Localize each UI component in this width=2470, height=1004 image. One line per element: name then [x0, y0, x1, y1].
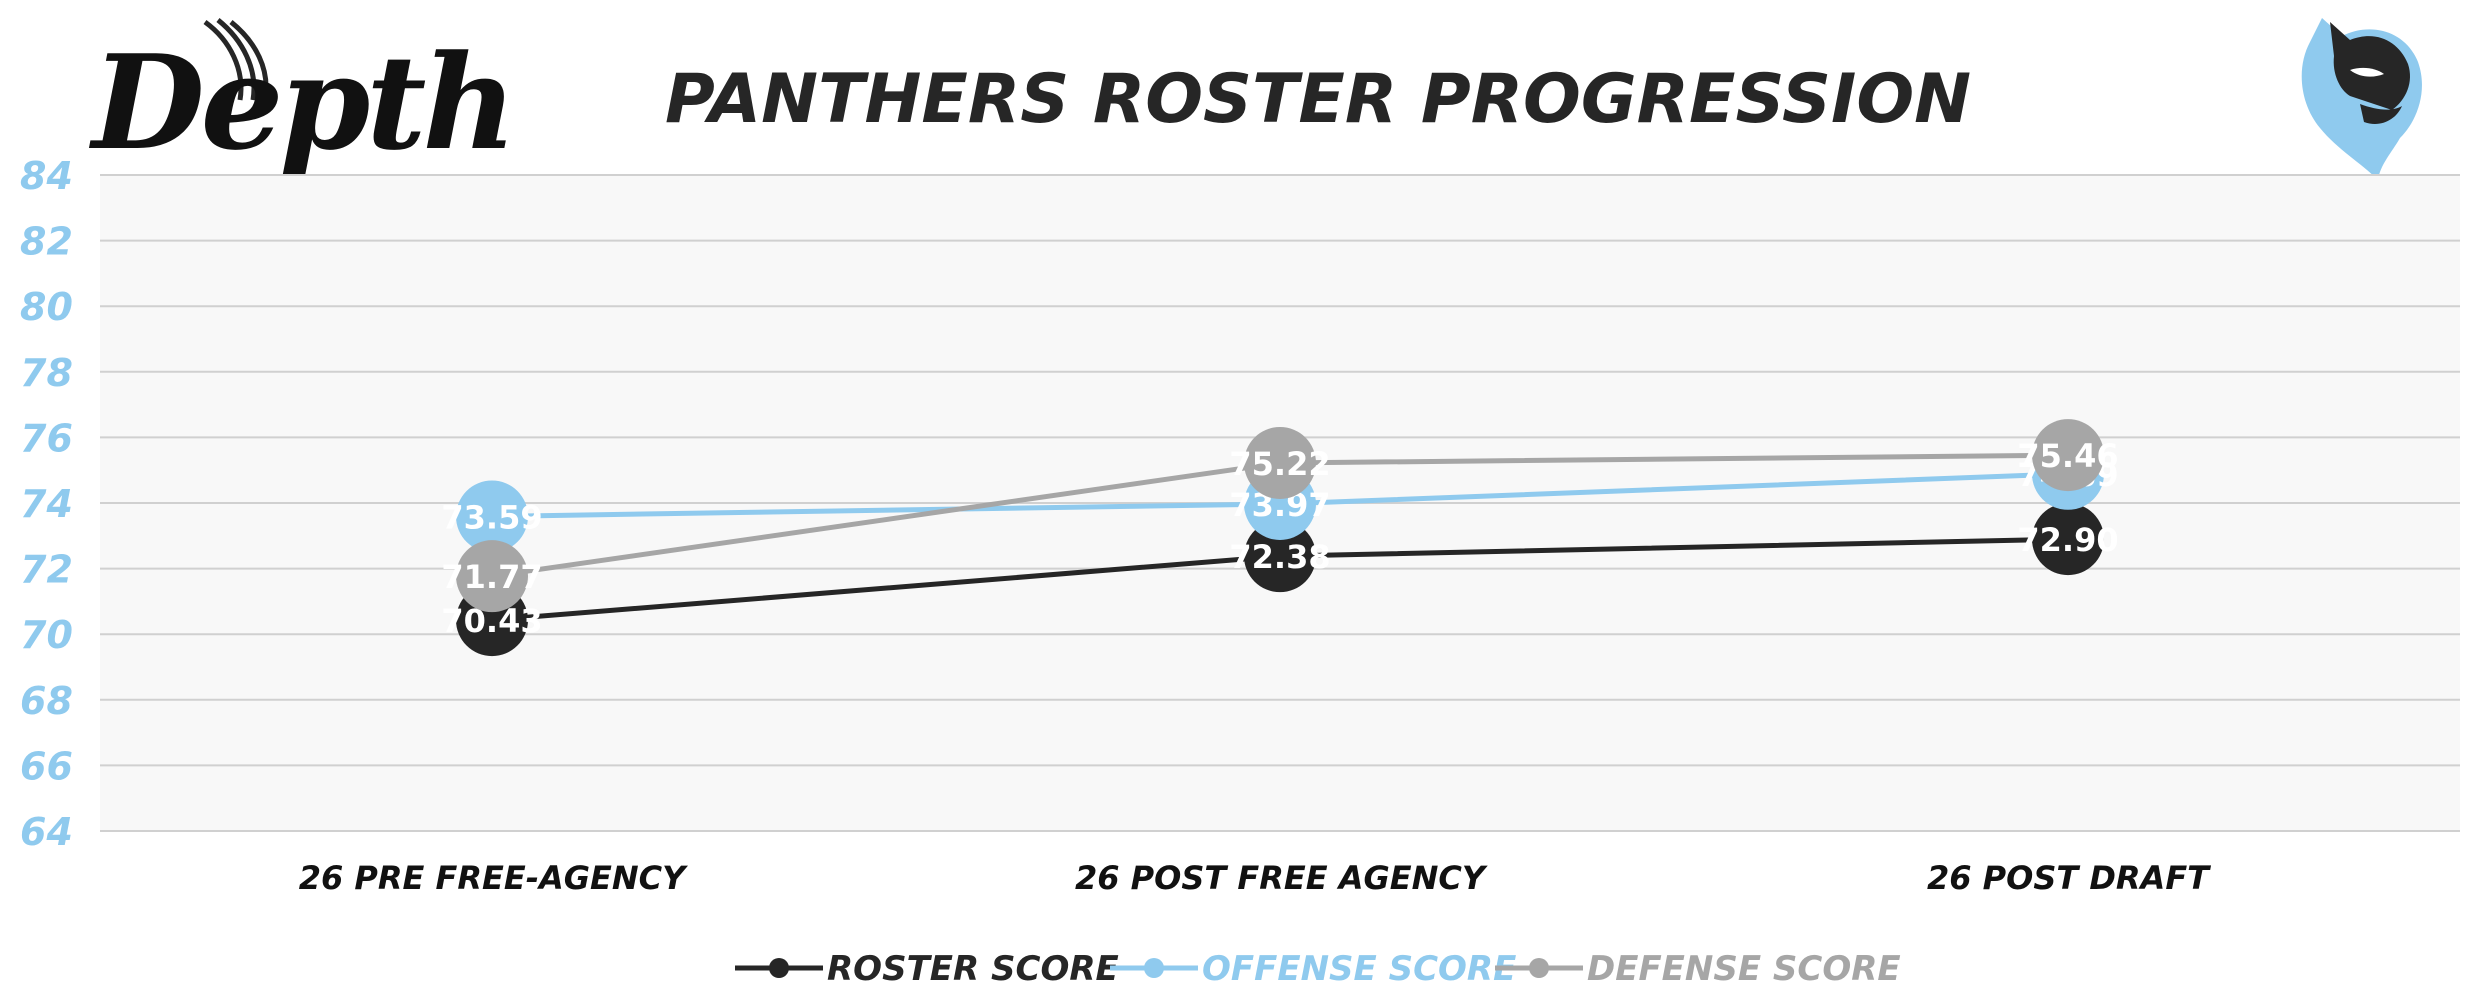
depth-logo-text: Depth — [88, 26, 513, 179]
depth-logo: Depth — [88, 18, 517, 179]
series-markers: 70.4372.3872.9073.5973.9774.8971.7775.22… — [441, 419, 2119, 657]
x-category-label: 26 POST DRAFT — [1927, 859, 2211, 897]
data-point — [1244, 520, 1316, 593]
y-tick-label: 82 — [20, 220, 73, 264]
y-tick-label: 74 — [20, 482, 73, 526]
data-label: 72.38 — [1229, 538, 1330, 576]
legend-marker-offense-score — [1144, 958, 1164, 978]
y-axis-ticks: 64 66 68 70 72 74 76 78 80 82 84 — [20, 154, 73, 854]
legend-marker-defense-score — [1529, 958, 1549, 978]
depth-logo-stripes — [203, 18, 269, 101]
data-label: 73.59 — [441, 498, 542, 536]
y-tick-label: 68 — [20, 679, 73, 723]
y-tick-label: 70 — [20, 613, 73, 657]
data-label: 72.90 — [2017, 521, 2118, 559]
x-category-label: 26 PRE FREE-AGENCY — [299, 859, 688, 897]
legend: ROSTER SCORE OFFENSE SCORE DEFENSE SCORE — [735, 949, 1901, 989]
data-label: 75.22 — [1229, 445, 1330, 483]
data-point — [456, 540, 528, 613]
data-point — [456, 480, 528, 553]
data-label: 71.77 — [441, 558, 542, 596]
data-point — [2032, 503, 2104, 576]
x-axis-categories: 26 PRE FREE-AGENCY 26 POST FREE AGENCY 26 … — [299, 859, 2211, 897]
y-tick-label: 80 — [20, 285, 73, 329]
data-point — [1244, 426, 1316, 499]
y-tick-label: 66 — [20, 744, 73, 788]
legend-marker-roster-score — [769, 958, 789, 978]
y-tick-label: 78 — [20, 351, 73, 395]
x-category-label: 26 POST FREE AGENCY — [1075, 859, 1488, 897]
panther-head-icon — [2301, 18, 2422, 180]
data-label: 75.46 — [2017, 437, 2118, 475]
legend-label-roster-score: ROSTER SCORE — [827, 949, 1119, 989]
legend-label-defense-score: DEFENSE SCORE — [1587, 949, 1901, 989]
y-tick-label: 84 — [20, 154, 73, 198]
chart-title: PANTHERS ROSTER PROGRESSION — [665, 60, 1971, 139]
legend-label-offense-score: OFFENSE SCORE — [1202, 949, 1516, 989]
y-tick-label: 76 — [20, 416, 73, 460]
data-point — [2032, 419, 2104, 492]
y-tick-label: 72 — [20, 548, 73, 592]
y-tick-label: 64 — [20, 810, 73, 854]
